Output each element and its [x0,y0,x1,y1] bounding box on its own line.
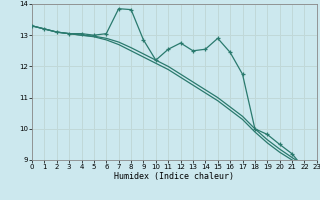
X-axis label: Humidex (Indice chaleur): Humidex (Indice chaleur) [115,172,234,181]
